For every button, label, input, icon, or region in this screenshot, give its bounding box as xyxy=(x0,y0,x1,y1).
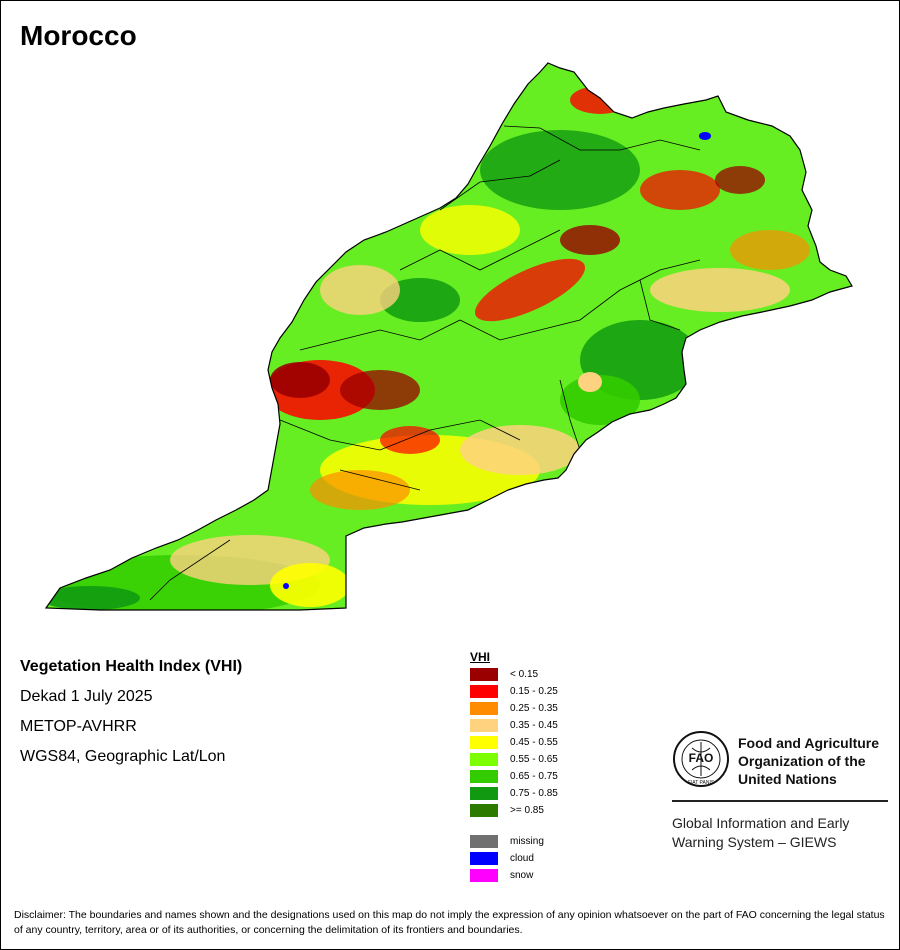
legend-label: 0.75 - 0.85 xyxy=(510,788,558,799)
org-name-line: United Nations xyxy=(738,771,837,787)
legend-label: < 0.15 xyxy=(510,669,539,680)
legend-swatch xyxy=(470,770,498,783)
legend-label: cloud xyxy=(510,853,534,864)
legend-label: 0.65 - 0.75 xyxy=(510,771,558,782)
legend-swatch xyxy=(470,835,498,848)
fao-logo-motto: FIAT PANIS xyxy=(688,780,715,786)
legend-item: < 0.15 xyxy=(470,666,558,683)
legend-extra: missing cloud snow xyxy=(470,833,558,884)
legend-item: 0.75 - 0.85 xyxy=(470,785,558,802)
org-name-line: Organization of the xyxy=(738,753,866,769)
legend-label: >= 0.85 xyxy=(510,805,544,816)
legend-item: 0.15 - 0.25 xyxy=(470,683,558,700)
giews-label: Global Information and Early Warning Sys… xyxy=(672,814,888,852)
vhi-map xyxy=(45,62,853,611)
legend-swatch xyxy=(470,736,498,749)
legend-title: VHI xyxy=(470,650,491,664)
legend-swatch xyxy=(470,753,498,766)
index-name: Vegetation Health Index (VHI) xyxy=(20,658,243,675)
disclaimer: Disclaimer: The boundaries and names sho… xyxy=(14,909,885,936)
legend: VHI < 0.15 0.15 - 0.25 0.25 - 0.35 0.35 - 0… xyxy=(470,650,558,884)
legend-swatch xyxy=(470,787,498,800)
legend-item: >= 0.85 xyxy=(470,802,558,819)
legend-swatch xyxy=(470,702,498,715)
legend-item: cloud xyxy=(470,850,558,867)
legend-label: snow xyxy=(510,870,534,881)
legend-label: 0.25 - 0.35 xyxy=(510,703,558,714)
period-label: Dekad 1 July 2025 xyxy=(20,688,153,705)
legend-label: 0.55 - 0.65 xyxy=(510,754,558,765)
legend-swatch xyxy=(470,719,498,732)
legend-label: 0.15 - 0.25 xyxy=(510,686,558,697)
legend-label: missing xyxy=(510,836,544,847)
legend-item: missing xyxy=(470,833,558,850)
legend-swatch xyxy=(470,668,498,681)
fao-logo-icon: FAO FIAT PANIS xyxy=(673,731,729,787)
organization-name: Food and Agriculture Organization of the… xyxy=(738,734,898,788)
legend-swatch xyxy=(470,869,498,882)
divider xyxy=(672,800,888,802)
legend-swatch xyxy=(470,804,498,817)
legend-item: 0.65 - 0.75 xyxy=(470,768,558,785)
map-info: Vegetation Health Index (VHI) Dekad 1 Ju… xyxy=(20,656,242,776)
legend-item: 0.55 - 0.65 xyxy=(470,751,558,768)
giews-line: Warning System – GIEWS xyxy=(672,834,837,850)
projection-label: WGS84, Geographic Lat/Lon xyxy=(20,748,226,765)
legend-item: 0.25 - 0.35 xyxy=(470,700,558,717)
legend-item: snow xyxy=(470,867,558,884)
legend-swatch xyxy=(470,685,498,698)
giews-line: Global Information and Early xyxy=(672,815,850,831)
legend-swatch xyxy=(470,852,498,865)
org-name-line: Food and Agriculture xyxy=(738,735,880,751)
sensor-label: METOP-AVHRR xyxy=(20,718,137,735)
legend-label: 0.45 - 0.55 xyxy=(510,737,558,748)
legend-classes: < 0.15 0.15 - 0.25 0.25 - 0.35 0.35 - 0.45 0… xyxy=(470,666,558,819)
legend-item: 0.35 - 0.45 xyxy=(470,717,558,734)
map-title: Morocco xyxy=(20,20,137,51)
legend-item: 0.45 - 0.55 xyxy=(470,734,558,751)
legend-label: 0.35 - 0.45 xyxy=(510,720,558,731)
